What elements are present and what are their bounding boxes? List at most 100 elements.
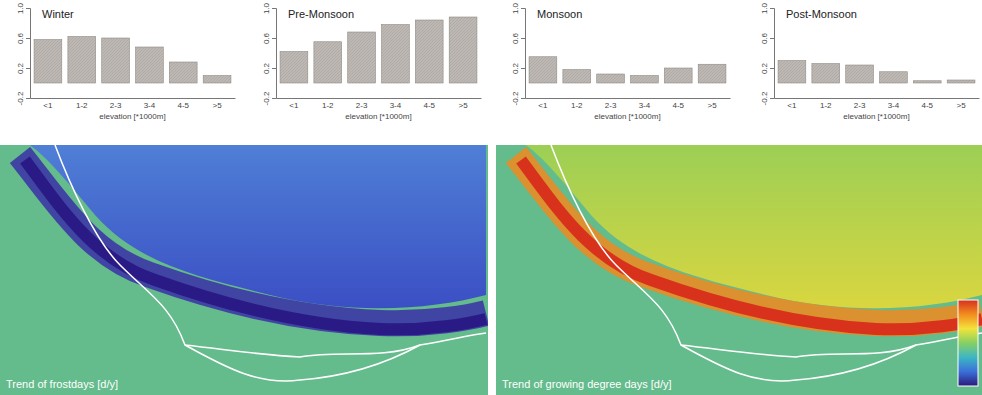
y-tick-label: 0.2 [16, 62, 25, 74]
y-axis: -0.2 0.2 0.6 1.0 [511, 2, 526, 105]
bar [348, 32, 376, 83]
x-axis-title: elevation [*1000m] [345, 112, 411, 121]
y-tick: 1.0 [262, 2, 276, 14]
y-tick-mark [26, 38, 30, 39]
x-tick-label: >5 [213, 101, 223, 110]
y-tick-label: -0.2 [511, 91, 520, 105]
x-tick: <1 [43, 101, 53, 110]
x-tick-label: 3-4 [144, 101, 156, 110]
bar [529, 57, 557, 83]
x-tick-label: 1-2 [76, 101, 88, 110]
x-tick-label: 4-5 [672, 101, 684, 110]
x-tick: 2-3 [356, 101, 368, 110]
bar [314, 42, 342, 83]
x-axis-line [775, 98, 980, 99]
border [681, 345, 916, 381]
x-tick-label: 4-5 [921, 101, 933, 110]
x-axis: <11-22-33-44-5>5 [526, 99, 731, 110]
bar [846, 65, 874, 83]
y-tick: 0.6 [262, 32, 276, 44]
y-tick-label: 1.0 [16, 2, 25, 14]
x-axis-line [31, 98, 236, 99]
map-panel: Trend of frostdays [d/y] [0, 145, 488, 395]
y-tick-mark [770, 38, 774, 39]
y-tick-label: 1.0 [262, 2, 271, 14]
y-tick: -0.2 [16, 91, 30, 105]
map-caption: Trend of growing degree days [d/y] [502, 378, 672, 390]
x-tick-label: 1-2 [571, 101, 583, 110]
x-tick: 4-5 [177, 101, 189, 110]
y-tick: 1.0 [760, 2, 774, 14]
y-tick-mark [26, 68, 30, 69]
y-tick-label: -0.2 [262, 91, 271, 105]
x-axis: <1 1-2 2-3 3-4 4-5 >5 [31, 99, 236, 110]
color-bar [958, 300, 978, 386]
x-tick-label: 1-2 [322, 101, 334, 110]
y-axis: -0.2 0.2 0.6 1.0 [16, 2, 31, 105]
y-tick-mark [26, 98, 30, 99]
x-tick: >5 [213, 101, 223, 110]
bar [68, 37, 96, 84]
x-tick-label: 4-5 [423, 101, 435, 110]
x-tick: >5 [459, 101, 469, 110]
x-tick-label: 2-3 [110, 101, 122, 110]
figure: -0.2 0.2 0.6 1.0 <1 1-2 2-3 3-4 4-5 >5 elevation [… [0, 0, 982, 395]
x-tick: 2-3 [854, 101, 866, 110]
mountain-ridge [25, 160, 486, 329]
bar [597, 74, 625, 83]
y-tick: 1.0 [16, 2, 30, 14]
border [55, 145, 486, 357]
y-tick-mark [770, 8, 774, 9]
y-tick: 0.2 [511, 62, 525, 74]
y-tick: -0.2 [511, 91, 525, 105]
x-tick: 4-5 [672, 101, 684, 110]
x-tick-label: >5 [957, 101, 967, 110]
chart-title: Pre-Monsoon [288, 8, 354, 20]
y-tick: 0.6 [511, 32, 525, 44]
x-axis-line [526, 98, 731, 99]
x-tick: >5 [708, 101, 718, 110]
y-tick-mark [272, 68, 276, 69]
bar [664, 68, 692, 83]
y-axis-line [26, 9, 31, 99]
y-tick-label: 1.0 [511, 2, 520, 14]
y-tick-mark [272, 8, 276, 9]
y-tick: 0.6 [16, 32, 30, 44]
x-tick: 4-5 [921, 101, 933, 110]
x-axis: <11-22-33-44-5>5 [775, 99, 980, 110]
y-tick-mark [521, 98, 525, 99]
bar [280, 52, 308, 84]
x-tick: <1 [289, 101, 299, 110]
bar-chart: -0.2 0.2 0.6 1.0 <1 1-2 2-3 3-4 4-5 >5 elevation [… [262, 2, 482, 121]
x-tick-label: 3-4 [390, 101, 402, 110]
bar [880, 72, 908, 83]
x-tick-label: <1 [787, 101, 797, 110]
y-tick-label: 1.0 [760, 2, 769, 14]
x-tick: >5 [957, 101, 967, 110]
bar [382, 25, 410, 84]
x-tick: 4-5 [423, 101, 435, 110]
y-tick-label: 0.6 [16, 32, 25, 44]
x-tick-label: 3-4 [639, 101, 651, 110]
y-tick-mark [272, 38, 276, 39]
chart-title: Monsoon [537, 8, 582, 20]
bar [136, 47, 164, 83]
y-tick-label: 0.2 [760, 62, 769, 74]
y-tick: 0.2 [262, 62, 276, 74]
bar [415, 20, 443, 83]
bars [280, 17, 477, 83]
x-tick: <1 [538, 101, 548, 110]
x-tick-label: 1-2 [820, 101, 832, 110]
y-tick-label: -0.2 [760, 91, 769, 105]
map-background [496, 145, 982, 395]
y-tick-mark [521, 8, 525, 9]
y-tick-label: 0.2 [511, 62, 520, 74]
border [551, 145, 982, 357]
bars [529, 57, 726, 83]
x-tick: 2-3 [110, 101, 122, 110]
x-axis-title: elevation [*1000m] [594, 112, 660, 121]
bar [698, 64, 726, 83]
bar [203, 76, 231, 84]
bars [778, 61, 975, 84]
bar [913, 81, 941, 83]
